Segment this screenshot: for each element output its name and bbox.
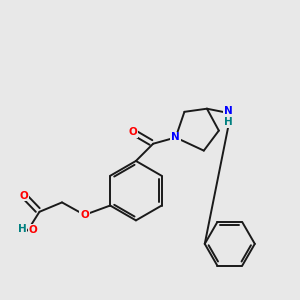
Text: O: O (80, 210, 89, 220)
Text: H: H (18, 224, 26, 234)
Text: N: N (224, 106, 233, 116)
Text: H: H (224, 117, 233, 127)
Text: O: O (128, 127, 137, 137)
Text: N: N (171, 133, 180, 142)
Text: O: O (20, 190, 28, 200)
Text: O: O (29, 225, 38, 235)
